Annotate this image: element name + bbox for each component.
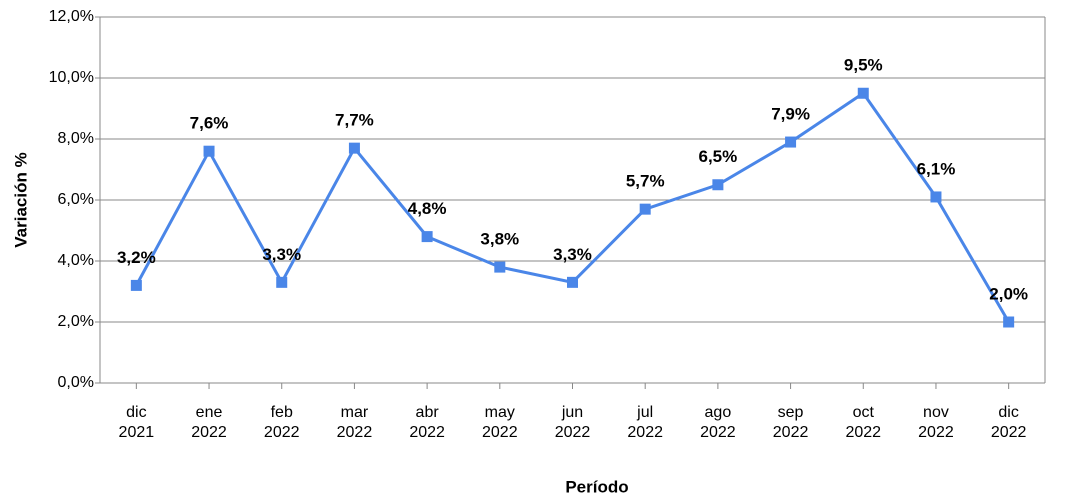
data-label: 6,5% (699, 147, 738, 166)
marker (421, 231, 433, 243)
marker (494, 261, 506, 273)
x-tick-label: jul 2022 (627, 404, 663, 441)
data-label: 7,6% (190, 114, 229, 133)
x-tick-label: nov 2022 (918, 404, 954, 441)
data-label: 2,0% (989, 284, 1028, 303)
x-tick-label: mar 2022 (336, 404, 373, 441)
x-tick-label: jun 2022 (554, 404, 591, 441)
x-tick-label: abr 2022 (409, 404, 445, 441)
data-label: 3,8% (480, 230, 519, 249)
y-tick-label: 2,0% (58, 313, 94, 330)
data-label: 7,9% (771, 105, 810, 124)
marker (857, 87, 869, 99)
x-axis-title: Período (565, 477, 628, 496)
marker (639, 203, 651, 215)
x-tick-label: feb 2022 (263, 404, 300, 441)
marker (276, 276, 288, 288)
marker (348, 142, 360, 154)
x-tick-label: ene 2022 (191, 404, 227, 441)
marker (567, 276, 578, 288)
x-tick-label: dic 2021 (118, 404, 155, 441)
data-label: 3,3% (262, 245, 301, 264)
data-label: 7,7% (335, 111, 374, 130)
y-axis-title: Variación % (11, 152, 30, 247)
y-tick-label: 0,0% (58, 374, 94, 391)
marker (930, 191, 942, 203)
marker (712, 179, 724, 191)
y-tick-label: 8,0% (58, 130, 94, 147)
marker (203, 145, 215, 157)
data-label: 4,8% (408, 199, 447, 218)
y-tick-label: 10,0% (49, 69, 94, 86)
x-tick-label: ago 2022 (700, 404, 736, 441)
data-label: 3,2% (117, 248, 156, 267)
marker (1003, 316, 1015, 328)
data-label: 3,3% (553, 245, 592, 264)
y-tick-label: 6,0% (58, 191, 94, 208)
marker (130, 279, 142, 291)
x-tick-label: may 2022 (482, 404, 518, 441)
data-label: 6,1% (917, 159, 956, 178)
x-tick-label: oct 2022 (845, 404, 882, 441)
y-tick-label: 12,0% (49, 8, 94, 25)
y-tick-label: 4,0% (58, 252, 94, 269)
data-label: 9,5% (844, 56, 883, 75)
data-label: 5,7% (626, 172, 665, 191)
x-tick-label: sep 2022 (772, 404, 809, 441)
x-tick-label: dic 2022 (990, 404, 1027, 441)
marker (785, 136, 797, 148)
